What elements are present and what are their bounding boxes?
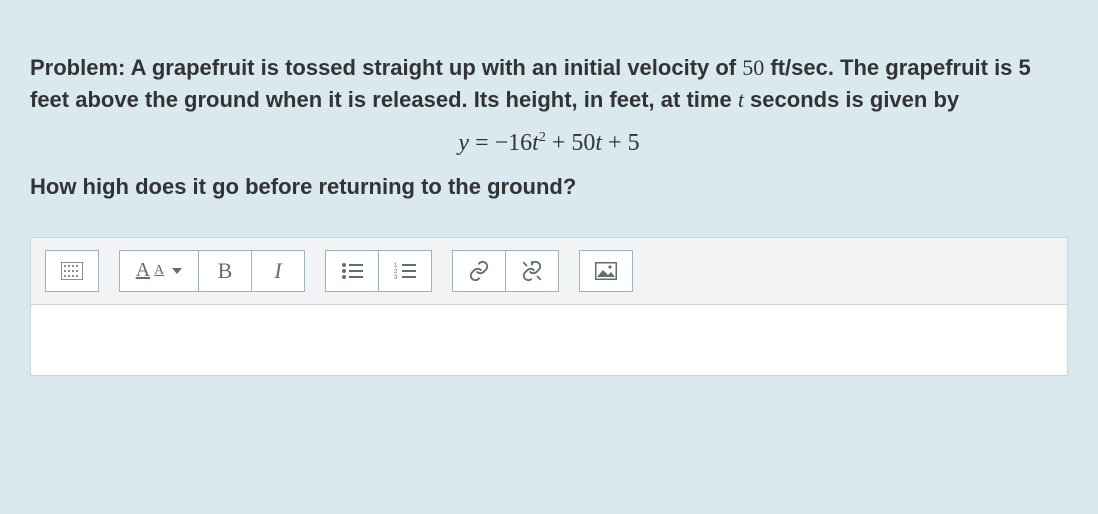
chevron-down-icon — [172, 268, 182, 274]
remove-link-button[interactable] — [505, 250, 559, 292]
table-grid-icon — [61, 262, 83, 280]
bold-icon: B — [218, 258, 233, 284]
problem-lead: Problem: A grapefruit is tossed straight… — [30, 55, 742, 80]
paragraph-styles-button[interactable] — [45, 250, 99, 292]
font-icon-large-a: A — [136, 259, 150, 282]
eq-a: −16 — [495, 130, 533, 156]
insert-image-button[interactable] — [579, 250, 633, 292]
italic-button[interactable]: I — [251, 250, 305, 292]
eq-exp: 2 — [539, 130, 546, 145]
ordered-list-icon: 1 2 3 — [394, 262, 416, 280]
equation: y = −16t2 + 50t + 5 — [30, 130, 1068, 157]
rich-text-editor: AA B I — [30, 237, 1068, 376]
italic-icon: I — [274, 258, 281, 284]
svg-text:3: 3 — [394, 275, 398, 280]
eq-equals: = — [469, 130, 495, 156]
eq-plus1: + 50 — [546, 130, 596, 156]
problem-text: Problem: A grapefruit is tossed straight… — [30, 52, 1068, 116]
font-icon-small-a: A — [154, 263, 164, 279]
insert-link-button[interactable] — [452, 250, 506, 292]
problem-line2-end: seconds is given by — [744, 87, 959, 112]
ordered-list-button[interactable]: 1 2 3 — [378, 250, 432, 292]
eq-lhs: y — [458, 130, 469, 156]
link-icon — [468, 260, 490, 282]
eq-t1: t — [532, 130, 539, 156]
unlink-icon — [521, 260, 543, 282]
unordered-list-button[interactable] — [325, 250, 379, 292]
answer-input[interactable] — [31, 305, 1067, 375]
question-text: How high does it go before returning to … — [30, 171, 1068, 203]
velocity-value: 50 — [742, 55, 764, 80]
image-icon — [595, 262, 617, 280]
unordered-list-icon — [341, 262, 363, 280]
eq-plus2: + 5 — [602, 130, 640, 156]
editor-toolbar: AA B I — [31, 238, 1067, 305]
font-picker-button[interactable]: AA — [119, 250, 199, 292]
bold-button[interactable]: B — [198, 250, 252, 292]
